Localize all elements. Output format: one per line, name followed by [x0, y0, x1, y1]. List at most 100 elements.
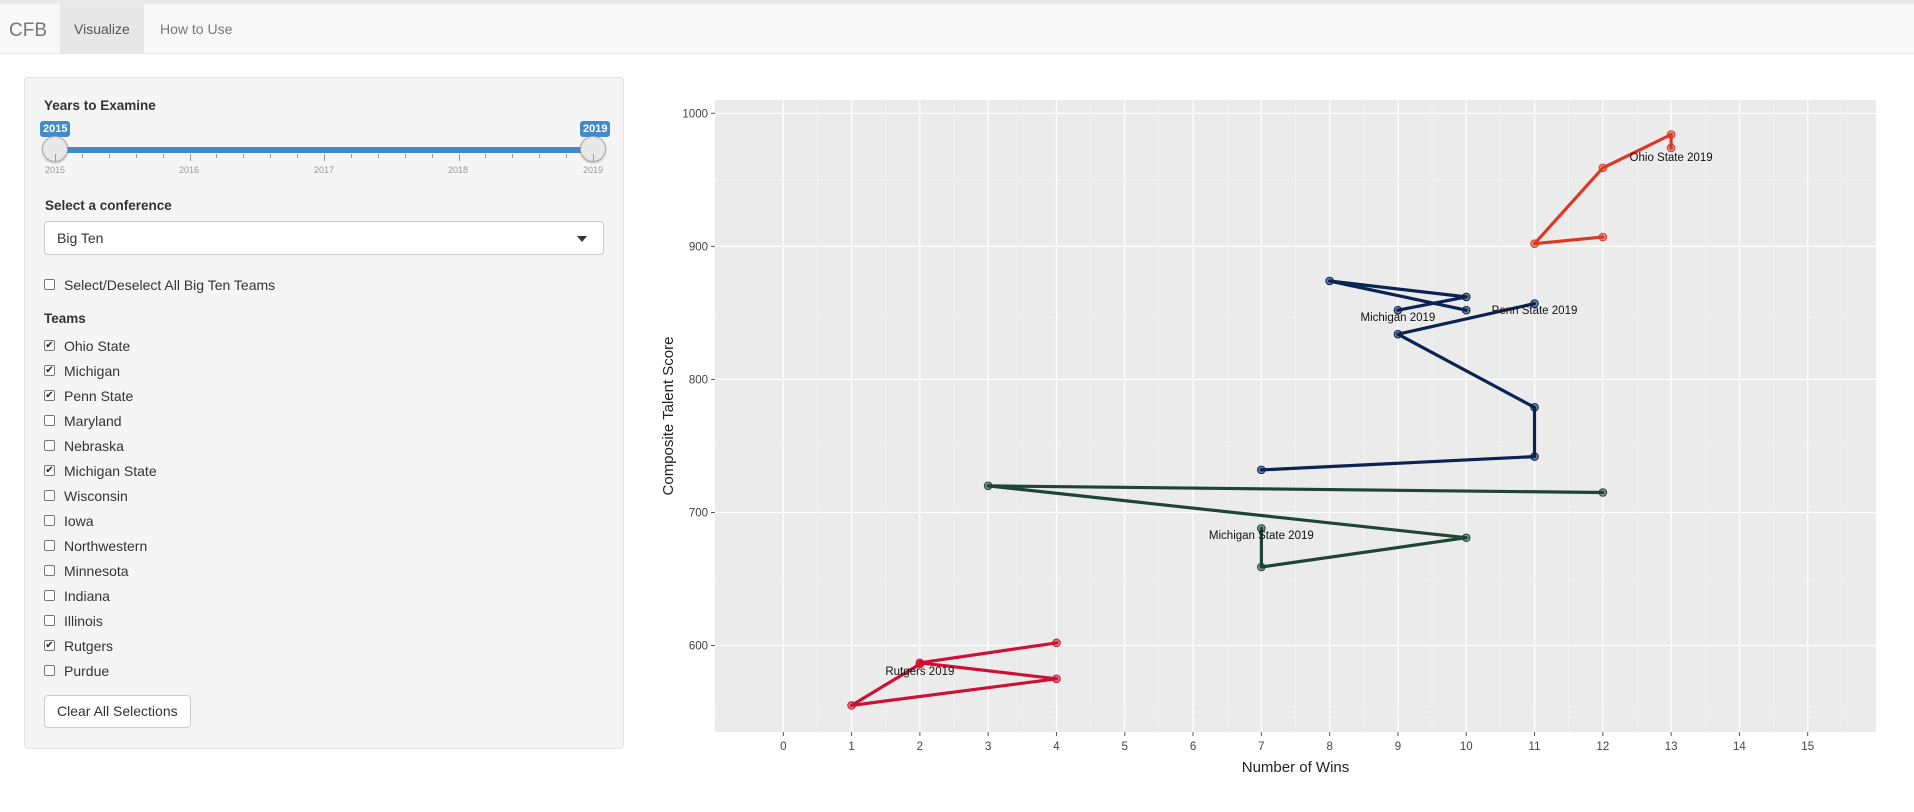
team-label: Purdue	[64, 663, 110, 679]
team-label: Indiana	[64, 588, 110, 604]
team-checkbox[interactable]	[44, 440, 55, 451]
data-point	[983, 481, 993, 491]
team-label: Michigan State	[64, 463, 157, 479]
series-label: Rutgers 2019	[885, 666, 954, 678]
years-label: Years to Examine	[44, 98, 156, 113]
data-point	[1052, 674, 1061, 684]
series-line	[1328, 279, 1468, 312]
conference-label: Select a conference	[45, 198, 172, 213]
slider-grid-label: 2015	[44, 165, 66, 175]
team-label: Nebraska	[64, 438, 124, 454]
x-axis-title: Number of Wins	[1242, 759, 1350, 776]
slider-tick	[324, 154, 325, 161]
data-point	[1393, 305, 1403, 315]
data-point	[1530, 299, 1539, 308]
y-axis-title: Composite Talent Score	[660, 337, 677, 496]
slider-grid-label: 2016	[178, 165, 200, 175]
slider-tick	[431, 154, 433, 158]
team-checkbox[interactable]	[44, 490, 55, 501]
slider-to-badge: 2019	[580, 121, 611, 137]
slider-from-badge: 2015	[40, 121, 71, 137]
sidebar-panel	[24, 77, 624, 749]
slider-tick	[189, 154, 191, 161]
data-point	[1530, 239, 1539, 248]
slider-tick	[512, 154, 514, 158]
slider-tick	[458, 154, 460, 161]
series-label: Michigan State 2019	[1209, 530, 1314, 542]
navbar: CFB Visualize How to Use	[0, 0, 1914, 54]
y-tick-label: 700	[689, 507, 708, 519]
slider-tick	[593, 154, 594, 161]
slider-tick	[566, 154, 568, 158]
data-point	[1052, 638, 1061, 648]
x-tick-label: 13	[1665, 741, 1678, 753]
team-label: Penn State	[64, 388, 134, 404]
data-point	[1257, 562, 1266, 572]
app-brand[interactable]: CFB	[9, 20, 47, 41]
x-tick-label: 12	[1596, 741, 1609, 753]
clear-all-button[interactable]: Clear All Selections	[44, 695, 191, 728]
data-point	[1598, 488, 1608, 497]
team-label: Iowa	[64, 513, 94, 529]
x-tick-label: 1	[848, 741, 854, 753]
slider-tick	[55, 154, 56, 161]
team-checkbox[interactable]	[44, 540, 55, 551]
team-label: Michigan	[64, 363, 121, 379]
chevron-down-icon	[577, 236, 587, 242]
slider-tick	[243, 154, 245, 158]
team-checkbox[interactable]: ✔	[44, 390, 55, 401]
slider-grid-label: 2017	[313, 165, 335, 175]
y-tick-label: 800	[689, 374, 708, 386]
tab-how-to-use[interactable]: How to Use	[146, 4, 246, 54]
slider-tick	[270, 154, 272, 158]
x-tick-label: 11	[1529, 741, 1541, 753]
year-range-slider-track[interactable]	[52, 147, 594, 153]
x-tick-label: 0	[780, 741, 786, 753]
y-tick-label: 900	[689, 241, 708, 253]
slider-tick	[350, 154, 352, 158]
slider-tick	[81, 154, 83, 158]
data-point	[1598, 163, 1608, 173]
slider-tick	[135, 154, 137, 158]
data-point	[1393, 329, 1403, 339]
plot-panel	[715, 100, 1876, 732]
x-tick-label: 15	[1801, 741, 1814, 753]
team-checkbox[interactable]: ✔	[44, 365, 55, 376]
slider-to-handle[interactable]	[580, 136, 606, 162]
team-label: Minnesota	[64, 563, 129, 579]
tab-visualize-label: Visualize	[74, 21, 130, 37]
tab-how-to-use-label: How to Use	[160, 21, 233, 37]
team-checkbox[interactable]	[44, 590, 55, 601]
x-tick-label: 7	[1258, 741, 1264, 753]
data-point	[847, 701, 856, 710]
x-tick-label: 14	[1733, 741, 1746, 753]
team-checkbox[interactable]: ✔	[44, 640, 55, 651]
data-point	[915, 658, 925, 668]
data-point	[1461, 305, 1471, 315]
data-point	[1257, 465, 1266, 475]
team-label: Rutgers	[64, 638, 114, 654]
x-tick-label: 10	[1460, 741, 1473, 753]
team-checkbox[interactable]	[44, 615, 55, 626]
team-checkbox[interactable]	[44, 515, 55, 526]
data-point	[1461, 292, 1471, 302]
team-checkbox[interactable]: ✔	[44, 340, 55, 351]
series-line	[986, 484, 1605, 569]
select-all-checkbox[interactable]	[44, 279, 55, 290]
y-tick-label: 600	[689, 641, 708, 653]
tab-visualize[interactable]: Visualize	[60, 4, 144, 54]
slider-tick	[108, 154, 110, 158]
team-checkbox[interactable]	[44, 415, 55, 426]
series-label: Michigan 2019	[1361, 312, 1436, 324]
conference-select[interactable]: Big Ten	[44, 221, 604, 255]
data-point	[1666, 143, 1676, 153]
slider-tick	[162, 154, 164, 158]
series-line	[850, 641, 1059, 707]
team-checkbox[interactable]	[44, 565, 55, 576]
x-tick-label: 8	[1326, 741, 1332, 753]
select-all-label: Select/Deselect All Big Ten Teams	[64, 277, 276, 293]
series-label: Ohio State 2019	[1630, 152, 1713, 164]
teams-label: Teams	[44, 311, 86, 326]
team-checkbox[interactable]	[44, 665, 55, 676]
team-checkbox[interactable]: ✔	[44, 465, 55, 476]
